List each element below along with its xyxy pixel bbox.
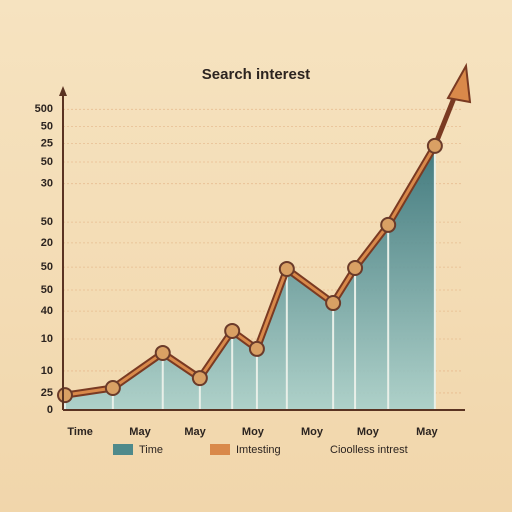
y-tick-label: 30 — [41, 178, 53, 190]
point — [325, 295, 342, 312]
point — [56, 387, 73, 404]
point — [278, 260, 295, 277]
y-tick-label: 10 — [41, 333, 53, 345]
area — [64, 145, 435, 410]
x-tick-label: Moy — [357, 426, 380, 438]
y-tick-label: 0 — [47, 404, 53, 416]
y-axis-arrow — [59, 86, 67, 96]
point — [191, 370, 208, 387]
x-tick-label: Moy — [242, 426, 265, 438]
y-tick-label: 50 — [41, 261, 53, 273]
y-tick-label: 50 — [41, 216, 53, 228]
point — [224, 322, 241, 339]
legend-label: Time — [139, 444, 163, 456]
x-tick-label: May — [129, 426, 151, 438]
y-tick-label: 25 — [41, 387, 53, 399]
y-tick-label: 40 — [41, 305, 53, 317]
y-tick-label: 50 — [41, 284, 53, 296]
y-tick-label: 50 — [41, 120, 53, 132]
y-tick-label: 25 — [41, 137, 53, 149]
point — [104, 379, 121, 396]
point — [426, 137, 443, 154]
point — [248, 340, 265, 357]
chart-title: Search interest — [202, 66, 310, 83]
y-tick-label: 10 — [41, 365, 53, 377]
legend: Time Imtesting Cioolless intrest — [113, 444, 408, 456]
trend-arrowhead — [446, 62, 472, 104]
point — [347, 260, 364, 277]
y-tick-label: 500 — [35, 103, 53, 115]
y-tick-label: 50 — [41, 156, 53, 168]
x-tick-label: May — [184, 426, 206, 438]
point — [154, 344, 171, 361]
x-tick-label: Moy — [301, 426, 324, 438]
legend-swatch — [210, 444, 230, 455]
point — [380, 216, 397, 233]
legend-label: Imtesting — [236, 444, 281, 456]
legend-label: Cioolless intrest — [330, 444, 408, 456]
y-tick-label: 20 — [41, 237, 53, 249]
x-tick-label: Time — [67, 426, 92, 438]
plot — [56, 62, 472, 410]
x-tick-label: May — [416, 426, 438, 438]
legend-swatch — [113, 444, 133, 455]
